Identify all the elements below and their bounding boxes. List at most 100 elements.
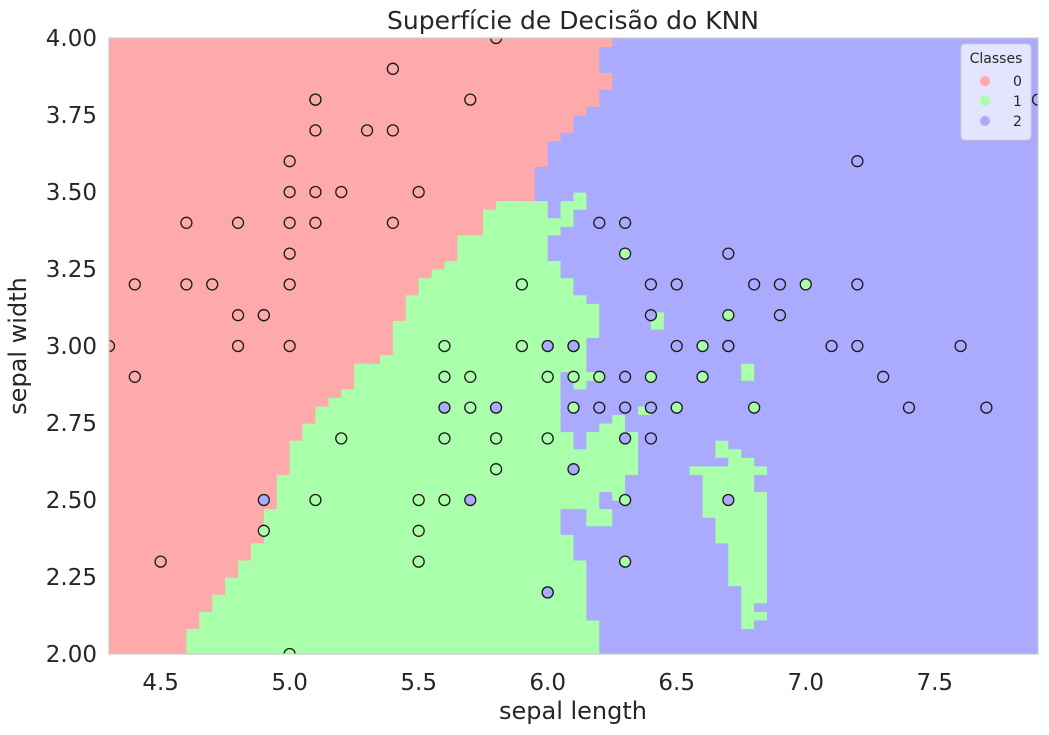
- region-cell: [986, 628, 1000, 638]
- region-cell: [354, 440, 368, 450]
- region-cell: [276, 89, 291, 99]
- region-cell: [367, 542, 381, 552]
- region-cell: [134, 174, 149, 185]
- region-cell: [379, 482, 394, 493]
- region-cell: [328, 628, 342, 638]
- region-cell: [560, 551, 575, 561]
- region-cell: [625, 183, 639, 193]
- region-cell: [457, 423, 471, 433]
- region-cell: [173, 277, 188, 287]
- region-cell: [263, 388, 278, 398]
- region-cell: [573, 132, 587, 142]
- region-cell: [805, 337, 820, 347]
- region-cell: [831, 371, 846, 381]
- region-cell: [534, 551, 549, 561]
- region-cell: [960, 354, 975, 364]
- region-cell: [715, 106, 729, 116]
- region-cell: [508, 388, 523, 398]
- region-cell: [109, 414, 123, 424]
- region-cell: [689, 542, 704, 552]
- region-cell: [379, 414, 394, 424]
- region-cell: [367, 46, 381, 56]
- region-cell: [818, 106, 833, 116]
- region-cell: [457, 157, 471, 167]
- region-cell: [160, 645, 175, 654]
- region-cell: [173, 234, 188, 244]
- region-cell: [638, 89, 652, 99]
- region-cell: [483, 132, 497, 142]
- region-cell: [921, 611, 936, 621]
- region-cell: [250, 234, 265, 244]
- region-cell: [767, 149, 781, 159]
- region-cell: [676, 559, 691, 570]
- region-cell: [354, 328, 368, 339]
- region-cell: [250, 269, 265, 279]
- region-cell: [896, 611, 910, 621]
- region-cell: [483, 123, 497, 133]
- region-cell: [638, 577, 652, 587]
- region-cell: [638, 286, 652, 296]
- region-cell: [586, 423, 600, 433]
- region-cell: [638, 457, 652, 467]
- region-cell: [779, 72, 794, 82]
- region-cell: [121, 209, 136, 219]
- region-cell: [754, 482, 768, 493]
- region-cell: [392, 115, 407, 125]
- region-cell: [418, 286, 433, 296]
- region-cell: [973, 474, 987, 484]
- region-cell: [160, 192, 175, 202]
- region-cell: [328, 448, 342, 458]
- region-cell: [134, 611, 149, 621]
- region-cell: [225, 337, 239, 347]
- region-cell: [534, 97, 549, 108]
- region-cell: [805, 371, 820, 381]
- region-cell: [638, 80, 652, 90]
- region-cell: [354, 166, 368, 176]
- region-cell: [521, 157, 536, 167]
- region-cell: [754, 157, 768, 167]
- region-cell: [767, 619, 781, 629]
- region-cell: [470, 115, 484, 125]
- region-cell: [496, 140, 510, 150]
- region-cell: [470, 380, 484, 390]
- region-cell: [676, 243, 691, 253]
- region-cell: [741, 46, 755, 56]
- region-cell: [857, 251, 871, 262]
- region-cell: [702, 183, 717, 193]
- region-cell: [134, 243, 149, 253]
- region-cell: [676, 166, 691, 176]
- region-cell: [870, 534, 884, 544]
- region-cell: [960, 260, 975, 270]
- region-cell: [367, 149, 381, 159]
- region-cell: [715, 619, 729, 629]
- region-cell: [315, 414, 329, 424]
- region-cell: [534, 628, 549, 638]
- region-cell: [496, 414, 510, 424]
- region-cell: [186, 328, 200, 339]
- region-cell: [212, 431, 226, 441]
- region-cell: [225, 508, 239, 518]
- region-cell: [947, 320, 962, 330]
- region-cell: [147, 517, 162, 527]
- region-cell: [754, 234, 768, 244]
- region-cell: [457, 371, 471, 381]
- region-cell: [521, 628, 536, 638]
- region-cell: [960, 525, 975, 535]
- region-cell: [599, 534, 613, 544]
- region-cell: [238, 440, 252, 450]
- region-cell: [508, 482, 523, 493]
- region-cell: [625, 346, 639, 356]
- region-cell: [186, 500, 200, 510]
- region-cell: [405, 209, 420, 219]
- region-cell: [612, 585, 626, 595]
- region-cell: [457, 388, 471, 398]
- region-cell: [225, 234, 239, 244]
- region-cell: [612, 328, 626, 339]
- region-cell: [431, 577, 446, 587]
- region-cell: [521, 140, 536, 150]
- region-cell: [160, 115, 175, 125]
- region-cell: [560, 405, 575, 416]
- region-cell: [934, 465, 949, 475]
- region-cell: [792, 183, 807, 193]
- region-cell: [973, 269, 987, 279]
